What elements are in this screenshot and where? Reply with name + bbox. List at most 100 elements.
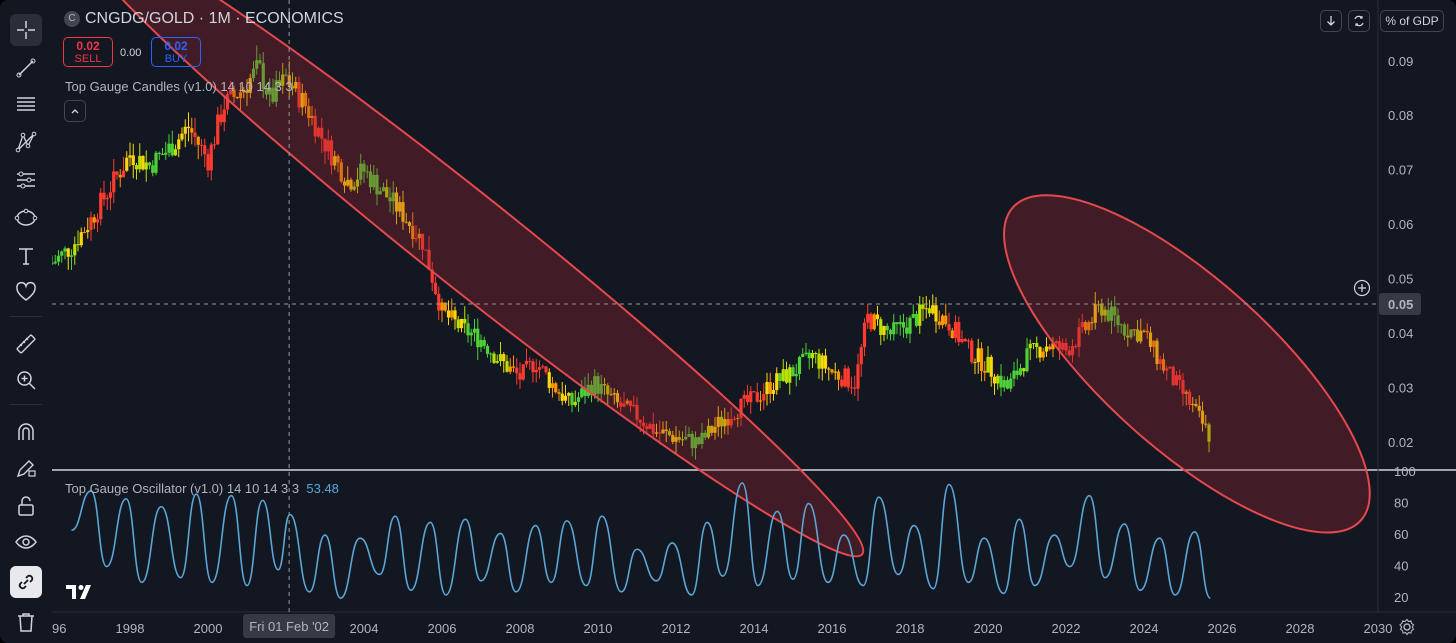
grid xyxy=(52,0,1456,643)
candle-body xyxy=(599,384,603,394)
candle-body xyxy=(56,255,61,262)
candle-body xyxy=(606,385,610,395)
candle-body xyxy=(102,192,106,200)
crosshair-date-label: Fri 01 Feb '02 xyxy=(249,619,329,634)
candle-body xyxy=(596,376,600,394)
chart-area[interactable]: 0.02 0.03 0.04 0.05 0.06 0.07 0.08 0.09 20 40 60 80… xyxy=(52,0,1456,643)
candle-body xyxy=(1064,342,1068,351)
candle-body xyxy=(888,330,893,335)
candle-body xyxy=(342,181,347,186)
candle-body xyxy=(427,249,431,270)
horizontal-lines-icon xyxy=(17,97,35,111)
candle-body xyxy=(463,318,467,324)
candle-body xyxy=(528,360,532,362)
hide-drawings-tool[interactable] xyxy=(10,526,42,558)
candle-body xyxy=(479,340,483,348)
candle-body xyxy=(648,424,652,429)
candle-body xyxy=(983,370,987,373)
candle-body xyxy=(697,437,701,444)
candles-indicator-label[interactable]: Top Gauge Candles (v1.0) 14 10 14 3 3 xyxy=(65,79,293,94)
candle-body xyxy=(394,192,399,212)
candle-body xyxy=(957,321,961,342)
buy-button[interactable]: 0.02 BUY xyxy=(151,37,201,67)
candle-body xyxy=(700,432,704,444)
stay-in-drawing-tool[interactable] xyxy=(10,452,42,484)
candle-body xyxy=(206,154,210,171)
candle-body xyxy=(794,373,798,377)
candle-body xyxy=(511,366,516,368)
horizontal-lines-tool[interactable] xyxy=(10,88,42,120)
fib-retracement-icon xyxy=(17,171,35,189)
oscillator-line xyxy=(71,482,1212,599)
candle-body xyxy=(492,353,496,363)
candle-body xyxy=(180,133,184,140)
candle-body xyxy=(79,232,83,246)
candle-body xyxy=(502,354,506,362)
candle-body xyxy=(372,174,376,188)
candle-body xyxy=(378,191,382,195)
candle-body xyxy=(667,431,672,436)
candle-body xyxy=(830,369,834,373)
candle-body xyxy=(1025,348,1029,372)
gear-icon xyxy=(1399,618,1415,636)
eye-icon xyxy=(15,535,37,549)
candle-body xyxy=(66,248,70,257)
candle-body xyxy=(1145,330,1149,333)
candle-body xyxy=(742,395,746,399)
candle-body xyxy=(576,397,581,402)
candle-body xyxy=(141,155,145,170)
crosshair-tool[interactable] xyxy=(10,14,42,46)
candle-body xyxy=(869,313,873,330)
candle-body xyxy=(216,114,220,145)
lock-tool[interactable] xyxy=(10,490,42,522)
crosshair-icon xyxy=(17,21,35,39)
x-tick-label: 2010 xyxy=(584,621,613,636)
candle-body xyxy=(996,375,1000,384)
remove-drawings-tool[interactable] xyxy=(10,606,42,638)
zoom-in-tool[interactable] xyxy=(10,364,42,396)
candle-body xyxy=(710,425,714,433)
candle-body xyxy=(446,310,451,318)
magnet-tool[interactable] xyxy=(10,416,42,448)
measure-tool[interactable] xyxy=(10,328,42,360)
download-button[interactable] xyxy=(1320,10,1342,32)
candle-body xyxy=(300,93,304,108)
fib-tool[interactable] xyxy=(10,164,42,196)
shapes-tool[interactable] xyxy=(10,202,42,234)
candle-body xyxy=(89,217,93,231)
pattern-tool[interactable] xyxy=(10,126,42,158)
crosshair-date-box xyxy=(243,614,336,638)
settings-button[interactable] xyxy=(1397,617,1417,637)
candle-body xyxy=(693,437,698,449)
link-tool[interactable] xyxy=(10,566,42,598)
x-tick-label: 1996 xyxy=(52,621,66,636)
candle-body xyxy=(820,355,824,369)
candle-body xyxy=(1181,379,1185,394)
sell-button[interactable]: 0.02 SELL xyxy=(63,37,113,67)
candle-body xyxy=(203,145,207,155)
candle-body xyxy=(92,217,96,223)
candle-body xyxy=(186,126,191,129)
text-tool[interactable] xyxy=(10,240,42,272)
candle-body xyxy=(989,356,993,377)
add-alert-button[interactable] xyxy=(1353,279,1371,297)
candle-body xyxy=(732,418,737,420)
candle-body xyxy=(417,233,421,239)
favorites-tool[interactable] xyxy=(10,276,42,308)
highlight-ellipse-1 xyxy=(66,0,865,558)
candle-body xyxy=(944,315,948,325)
crosshair: Fri 01 Feb '02 0.05 xyxy=(52,0,1421,638)
candle-body xyxy=(69,255,74,257)
trend-line-tool[interactable] xyxy=(10,52,42,84)
collapse-indicators-button[interactable] xyxy=(64,100,86,122)
candle-body xyxy=(1184,391,1188,394)
candle-body xyxy=(901,322,906,328)
candle-body xyxy=(723,419,727,427)
scale-mode-button[interactable]: % of GDP xyxy=(1380,10,1444,32)
candle-body xyxy=(612,393,616,395)
oscillator-indicator-label[interactable]: Top Gauge Oscillator (v1.0) 14 10 14 3 3… xyxy=(65,481,339,496)
refresh-button[interactable] xyxy=(1348,10,1370,32)
candle-body xyxy=(1044,346,1049,352)
symbol-header[interactable]: C CNGDG/GOLD · 1M · ECONOMICS xyxy=(64,10,344,28)
candle-body xyxy=(602,384,607,386)
